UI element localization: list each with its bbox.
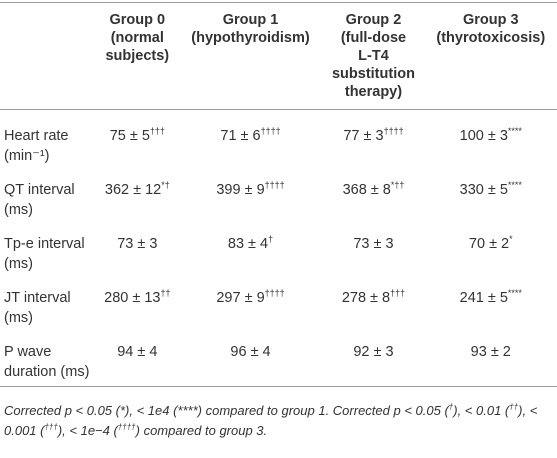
cell-value: 83 ± 4 — [227, 236, 269, 252]
footnote-text: Corrected p < 0.05 (*), < 1e4 (****) com… — [4, 403, 449, 418]
footnote-mark: †††† — [117, 422, 136, 432]
row-label: QT interval (ms) — [4, 182, 75, 218]
value-cell: 77 ± 3†††† — [322, 110, 424, 171]
header-line: L-T4 — [358, 48, 389, 64]
header-line: Group 1 — [222, 12, 279, 28]
value-cell: 83 ± 4† — [179, 224, 323, 278]
significance-mark: † — [268, 234, 274, 245]
header-line: (thyrotoxicosis) — [436, 30, 546, 46]
header-row: Group 0 (normal subjects) Group 1 (hypothyro… — [0, 2, 557, 110]
value-cell: 241 ± 5**** — [425, 278, 557, 332]
value-cell: 362 ± 12*† — [96, 170, 179, 224]
cell-value: 93 ± 2 — [470, 344, 511, 360]
value-cell: 368 ± 8*†† — [322, 170, 424, 224]
significance-mark: ††† — [390, 288, 406, 299]
significance-mark: * — [509, 234, 513, 245]
significance-mark: **** — [507, 126, 522, 137]
significance-mark: †† — [160, 288, 171, 299]
row-label: Tp-e interval (ms) — [4, 236, 85, 272]
table-head: Group 0 (normal subjects) Group 1 (hypothyro… — [0, 2, 557, 110]
cell-value: 399 ± 9 — [216, 182, 265, 198]
table-row: Heart rate (min⁻¹) 75 ± 5††† 71 ± 6†††† 77 … — [0, 110, 557, 171]
column-header: Group 2 (full-dose L-T4 substitution therapy… — [322, 3, 424, 110]
value-cell: 399 ± 9†††† — [179, 170, 323, 224]
significance-mark: ††† — [149, 126, 165, 137]
significance-mark: †††† — [264, 180, 285, 191]
value-cell: 73 ± 3 — [96, 224, 179, 278]
value-cell: 330 ± 5**** — [425, 170, 557, 224]
significance-mark: †††† — [260, 126, 281, 137]
header-line: subjects) — [105, 48, 170, 64]
table-row: QT interval (ms) 362 ± 12*† 399 ± 9†††† 368… — [0, 170, 557, 224]
column-header: Group 1 (hypothyroidism) — [179, 3, 323, 110]
significance-mark: *† — [161, 180, 170, 191]
table-body: Heart rate (min⁻¹) 75 ± 5††† 71 ± 6†††† 77 … — [0, 110, 557, 387]
cell-value: 100 ± 3 — [459, 128, 508, 144]
value-cell: 280 ± 13†† — [96, 278, 179, 332]
row-label: P wave duration (ms) — [4, 344, 90, 380]
cell-value: 368 ± 8 — [342, 182, 391, 198]
header-line: Group 0 — [109, 12, 166, 28]
cell-value: 96 ± 4 — [230, 344, 271, 360]
cell-value: 73 ± 3 — [353, 236, 394, 252]
significance-mark: **** — [507, 288, 522, 299]
cell-value: 73 ± 3 — [117, 236, 158, 252]
header-line: (normal — [110, 30, 164, 46]
cell-value: 94 ± 4 — [117, 344, 158, 360]
table-row: JT interval (ms) 280 ± 13†† 297 ± 9†††† 278… — [0, 278, 557, 332]
significance-mark: **** — [507, 180, 522, 191]
cell-value: 297 ± 9 — [216, 290, 265, 306]
cell-value: 362 ± 12 — [104, 182, 162, 198]
table-row: Tp-e interval (ms) 73 ± 3 83 ± 4† 73 ± 3 70 … — [0, 224, 557, 278]
header-line: substitution — [331, 66, 415, 82]
cell-value: 280 ± 13 — [104, 290, 161, 306]
header-line: therapy) — [344, 84, 403, 100]
cell-value: 75 ± 5 — [109, 128, 150, 144]
footnote-text: ) compared to group 3. — [135, 423, 268, 438]
value-cell: 96 ± 4 — [179, 332, 323, 387]
footnote-mark: ††† — [44, 422, 58, 432]
significance-mark: †††† — [383, 126, 404, 137]
cell-value: 70 ± 2 — [468, 236, 510, 252]
value-cell: 70 ± 2* — [425, 224, 557, 278]
header-line: (hypothyroidism) — [191, 30, 310, 46]
footnote: Corrected p < 0.05 (*), < 1e4 (****) com… — [0, 387, 557, 441]
footnote-mark: † — [448, 402, 454, 412]
table-row: P wave duration (ms) 94 ± 4 96 ± 4 92 ± 3 93… — [0, 332, 557, 387]
value-cell: 75 ± 5††† — [96, 110, 179, 171]
value-cell: 71 ± 6†††† — [179, 110, 323, 171]
header-line: Group 3 — [462, 12, 519, 28]
cell-value: 241 ± 5 — [459, 290, 508, 306]
row-label: Heart rate (min⁻¹) — [4, 128, 69, 164]
value-cell: 93 ± 2 — [425, 332, 557, 387]
footnote-text: ), < 0.001 ( — [4, 403, 538, 438]
footnote-text: ), < 0.01 ( — [453, 403, 510, 418]
cell-value: 278 ± 8 — [341, 290, 391, 306]
footnote-text: ), < 1e−4 ( — [57, 423, 118, 438]
cell-value: 330 ± 5 — [459, 182, 508, 198]
value-cell: 297 ± 9†††† — [179, 278, 323, 332]
significance-mark: †††† — [264, 288, 285, 299]
cell-value: 92 ± 3 — [353, 344, 394, 360]
column-header: Group 0 (normal subjects) — [96, 3, 179, 110]
value-cell: 100 ± 3**** — [425, 110, 557, 171]
column-header: Group 3 (thyrotoxicosis) — [425, 3, 557, 110]
header-line: Group 2 — [345, 12, 402, 28]
value-cell: 92 ± 3 — [322, 332, 424, 387]
value-cell: 73 ± 3 — [322, 224, 424, 278]
data-table: Group 0 (normal subjects) Group 1 (hypothyro… — [0, 2, 557, 387]
significance-mark: *†† — [390, 180, 405, 191]
cell-value: 71 ± 6 — [220, 128, 261, 144]
corner-cell — [0, 3, 96, 110]
value-cell: 94 ± 4 — [96, 332, 179, 387]
header-line: (full-dose — [340, 30, 407, 46]
footnote-mark: †† — [509, 402, 519, 412]
value-cell: 278 ± 8††† — [322, 278, 424, 332]
row-label: JT interval (ms) — [4, 290, 71, 326]
cell-value: 77 ± 3 — [343, 128, 384, 144]
